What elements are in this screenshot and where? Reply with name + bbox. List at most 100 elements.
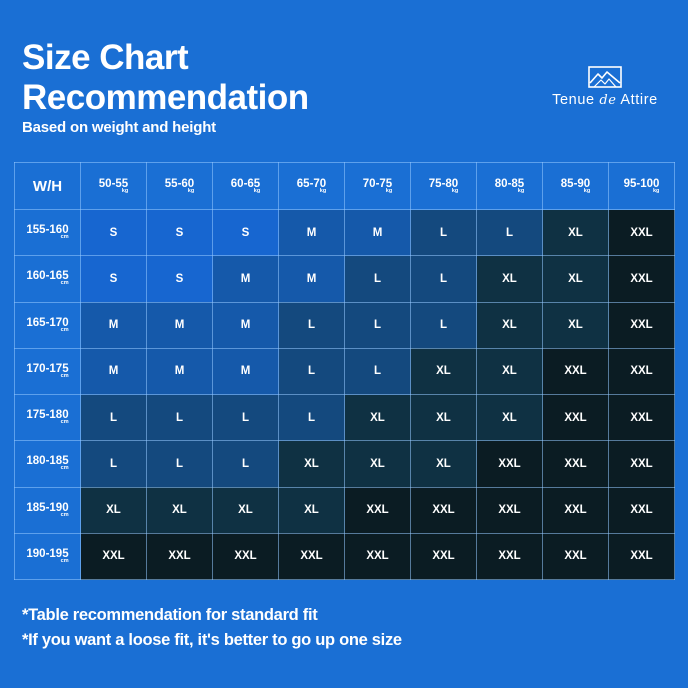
brand-name-part-1: Tenue xyxy=(552,92,595,108)
table-row: 155-160 cm S S S M M L L XL XXL xyxy=(14,208,675,257)
size-cell: XL xyxy=(476,301,543,349)
weight-range-label: 65-70 xyxy=(296,177,327,190)
size-cell: M xyxy=(344,208,411,257)
height-header-3: 170-175 cm xyxy=(14,347,81,396)
table-row: 170-175 cm M M M L L XL XL XXL XXL xyxy=(14,347,675,396)
size-cell: XXL xyxy=(608,255,675,303)
size-cell: XL xyxy=(542,301,609,349)
size-cell: M xyxy=(146,301,213,349)
size-cell: L xyxy=(476,208,543,257)
size-cell: XXL xyxy=(542,347,609,396)
table-row: 165-170 cm M M M L L L XL XL XXL xyxy=(14,301,675,349)
height-unit-label: cm xyxy=(60,372,69,379)
height-header-7: 190-195 cm xyxy=(14,532,81,581)
size-cell: M xyxy=(80,301,147,349)
weight-header-1: 55-60 kg xyxy=(146,162,213,210)
height-unit-label: cm xyxy=(60,511,69,518)
title-line-2: Recommendation xyxy=(22,78,309,117)
weight-header-0: 50-55 kg xyxy=(80,162,147,210)
height-header-0: 155-160 cm xyxy=(14,208,81,257)
size-cell: XL xyxy=(410,440,477,488)
size-cell: XL xyxy=(80,486,147,534)
size-cell: XXL xyxy=(542,486,609,534)
weight-range-label: 60-65 xyxy=(230,177,261,190)
height-header-1: 160-165 cm xyxy=(14,255,81,303)
table-row: 185-190 cm XL XL XL XL XXL XXL XXL XXL XXL xyxy=(14,486,675,534)
brand-name-part-2: de xyxy=(599,93,617,108)
size-cell: XL xyxy=(278,486,345,534)
size-cell: L xyxy=(410,301,477,349)
size-cell: L xyxy=(278,347,345,396)
weight-unit-label: kg xyxy=(121,187,129,194)
size-cell: XL xyxy=(344,393,411,442)
size-cell: L xyxy=(146,393,213,442)
table-body: 155-160 cm S S S M M L L XL XXL 160-165 cm S S M M L L XL XL… xyxy=(14,208,675,581)
size-cell: L xyxy=(278,393,345,442)
size-cell: M xyxy=(212,347,279,396)
size-cell: XL xyxy=(542,208,609,257)
size-cell: L xyxy=(146,440,213,488)
size-cell: XXL xyxy=(80,532,147,581)
size-cell: L xyxy=(212,440,279,488)
size-cell: L xyxy=(344,347,411,396)
size-cell: XL xyxy=(476,255,543,303)
height-range-label: 185-190 xyxy=(26,501,69,514)
weight-header-3: 65-70 kg xyxy=(278,162,345,210)
size-cell: L xyxy=(344,255,411,303)
weight-unit-label: kg xyxy=(385,187,393,194)
footnote-standard-fit: *Table recommendation for standard fit xyxy=(22,606,318,624)
size-cell: XL xyxy=(410,347,477,396)
size-cell: XL xyxy=(476,347,543,396)
size-cell: S xyxy=(146,208,213,257)
weight-header-6: 80-85 kg xyxy=(476,162,543,210)
height-header-2: 165-170 cm xyxy=(14,301,81,349)
height-unit-label: cm xyxy=(60,465,69,472)
title-line-1: Size Chart xyxy=(22,38,189,77)
height-range-label: 165-170 xyxy=(26,316,69,329)
weight-header-7: 85-90 kg xyxy=(542,162,609,210)
weight-range-label: 75-80 xyxy=(428,177,459,190)
height-header-5: 180-185 cm xyxy=(14,440,81,488)
size-cell: XL xyxy=(476,393,543,442)
size-cell: XXL xyxy=(212,532,279,581)
weight-header-row: W/H 50-55 kg 55-60 kg 60-65 kg 65-70 kg 70-75 kg 7… xyxy=(14,162,675,210)
corner-label: W/H xyxy=(14,162,81,210)
size-cell: XXL xyxy=(608,532,675,581)
size-cell: XXL xyxy=(542,440,609,488)
weight-header-5: 75-80 kg xyxy=(410,162,477,210)
height-header-4: 175-180 cm xyxy=(14,393,81,442)
size-cell: L xyxy=(410,208,477,257)
subtitle: Based on weight and height xyxy=(22,119,216,136)
size-cell: XXL xyxy=(344,532,411,581)
footnote-loose-fit: *If you want a loose fit, it's better to… xyxy=(22,631,402,649)
size-cell: XXL xyxy=(146,532,213,581)
height-range-label: 160-165 xyxy=(26,270,69,283)
height-range-label: 170-175 xyxy=(26,362,69,375)
weight-unit-label: kg xyxy=(517,187,525,194)
table-row: 180-185 cm L L L XL XL XL XXL XXL XXL xyxy=(14,440,675,488)
size-cell: XXL xyxy=(476,486,543,534)
footnotes: *Table recommendation for standard fit *… xyxy=(22,603,402,653)
weight-range-label: 85-90 xyxy=(560,177,591,190)
weight-unit-label: kg xyxy=(319,187,327,194)
weight-header-4: 70-75 kg xyxy=(344,162,411,210)
size-cell: XL xyxy=(146,486,213,534)
height-unit-label: cm xyxy=(60,557,69,564)
weight-range-label: 70-75 xyxy=(362,177,393,190)
size-cell: L xyxy=(80,393,147,442)
weight-range-label: 95-100 xyxy=(623,177,660,190)
size-cell: M xyxy=(278,208,345,257)
size-cell: M xyxy=(212,255,279,303)
height-unit-label: cm xyxy=(60,234,69,241)
table-row: 160-165 cm S S M M L L XL XL XXL xyxy=(14,255,675,303)
height-unit-label: cm xyxy=(60,419,69,426)
size-cell: M xyxy=(80,347,147,396)
weight-unit-label: kg xyxy=(583,187,591,194)
size-cell: XXL xyxy=(542,532,609,581)
size-cell: XXL xyxy=(608,440,675,488)
size-cell: M xyxy=(278,255,345,303)
weight-unit-label: kg xyxy=(451,187,459,194)
size-cell: XXL xyxy=(410,532,477,581)
weight-range-label: 80-85 xyxy=(494,177,525,190)
weight-range-label: 55-60 xyxy=(164,177,195,190)
